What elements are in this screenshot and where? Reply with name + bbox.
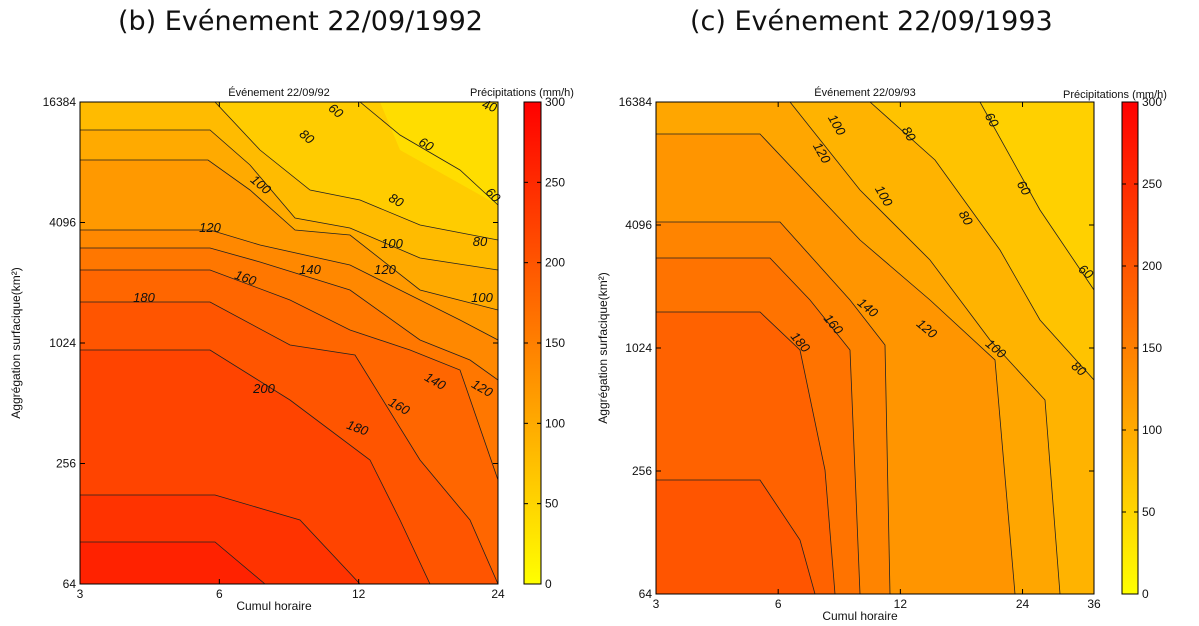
contour-line — [869, 102, 1094, 381]
contour-panel-b: 4060606080808010010010012012012014014016… — [9, 86, 574, 613]
contour-label: 160 — [233, 267, 259, 289]
colorbar-tick-label: 50 — [545, 497, 559, 511]
contour-label: 140 — [299, 262, 321, 277]
y-tick-label: 64 — [639, 587, 653, 601]
colorbar-tick-label: 50 — [1142, 505, 1156, 519]
contour-line — [80, 349, 431, 584]
y-tick-label: 4096 — [625, 218, 652, 232]
contour-line — [80, 269, 498, 481]
contour-label: 100 — [381, 236, 403, 251]
contour-line — [80, 301, 498, 584]
x-axis-label: Cumul horaire — [822, 609, 898, 623]
contour-line — [656, 311, 836, 594]
colorbar-tick-label: 250 — [545, 175, 565, 189]
y-tick-label: 1024 — [49, 336, 76, 350]
contour-line — [656, 133, 1016, 594]
plot-title: Événement 22/09/92 — [228, 86, 330, 99]
x-tick-label: 24 — [1016, 597, 1030, 611]
contour-label: 100 — [471, 290, 493, 305]
colorbar-label: Précipitations (mm/h) — [470, 87, 574, 99]
colorbar-tick-label: 200 — [545, 256, 565, 270]
plot-title: Événement 22/09/93 — [814, 86, 916, 99]
colorbar-tick-label: 100 — [1142, 423, 1162, 437]
panel-b-heading: (b) Evénement 22/09/1992 — [118, 6, 483, 37]
colorbar-tick-label: 150 — [545, 336, 565, 350]
y-axis-label: Aggrégation surfacique(km²) — [9, 267, 23, 418]
contour-label: 40 — [480, 96, 499, 115]
contour-line — [80, 129, 498, 271]
contour-band — [656, 480, 815, 594]
contour-line — [80, 247, 498, 381]
contour-line — [80, 541, 266, 584]
contour-line — [656, 221, 891, 594]
contour-line — [214, 102, 498, 241]
colorbar-tick-label: 200 — [1142, 259, 1162, 273]
colorbar-tick-label: 250 — [1142, 177, 1162, 191]
x-tick-label: 12 — [352, 587, 366, 601]
contour-line — [80, 159, 498, 311]
contour-line — [789, 102, 1061, 594]
colorbar-tick-label: 100 — [545, 416, 565, 430]
y-tick-label: 16384 — [43, 95, 77, 109]
x-axis-label: Cumul horaire — [236, 599, 312, 613]
x-tick-label: 24 — [491, 587, 505, 601]
x-tick-label: 6 — [216, 587, 223, 601]
y-tick-label: 1024 — [625, 341, 652, 355]
contour-fill-group — [80, 102, 498, 584]
colorbar-tick-label: 300 — [545, 95, 565, 109]
contour-line — [656, 257, 861, 594]
panel-c-heading: (c) Evénement 22/09/1993 — [690, 6, 1053, 37]
contour-label: 80 — [473, 234, 488, 249]
y-tick-label: 16384 — [619, 95, 653, 109]
contour-band — [80, 542, 265, 584]
contour-line — [979, 102, 1094, 291]
y-tick-label: 4096 — [49, 216, 76, 230]
colorbar-tick-label: 300 — [1142, 95, 1162, 109]
contour-label: 200 — [252, 381, 275, 396]
contour-line — [80, 229, 498, 341]
colorbar-label: Précipitations (mm/h) — [1063, 89, 1167, 101]
contour-label: 180 — [345, 417, 371, 439]
colorbar-tick-label: 0 — [1142, 587, 1149, 601]
colorbar-tick-label: 0 — [545, 577, 552, 591]
x-tick-label: 36 — [1087, 597, 1101, 611]
x-tick-label: 12 — [894, 597, 908, 611]
contour-label: 120 — [199, 220, 221, 235]
contour-line — [80, 494, 361, 584]
x-tick-label: 6 — [775, 597, 782, 611]
x-tick-label: 3 — [653, 597, 660, 611]
contour-line — [656, 479, 816, 594]
contour-fill-group — [656, 102, 1094, 594]
x-tick-label: 3 — [77, 587, 84, 601]
contour-label: 180 — [133, 290, 155, 305]
y-tick-label: 256 — [56, 457, 76, 471]
y-tick-label: 256 — [632, 464, 652, 478]
contour-line — [359, 102, 498, 206]
y-tick-label: 64 — [63, 577, 77, 591]
y-axis-label: Aggrégation surfacique(km²) — [596, 272, 610, 423]
colorbar-tick-label: 150 — [1142, 341, 1162, 355]
contour-label: 120 — [374, 262, 396, 277]
